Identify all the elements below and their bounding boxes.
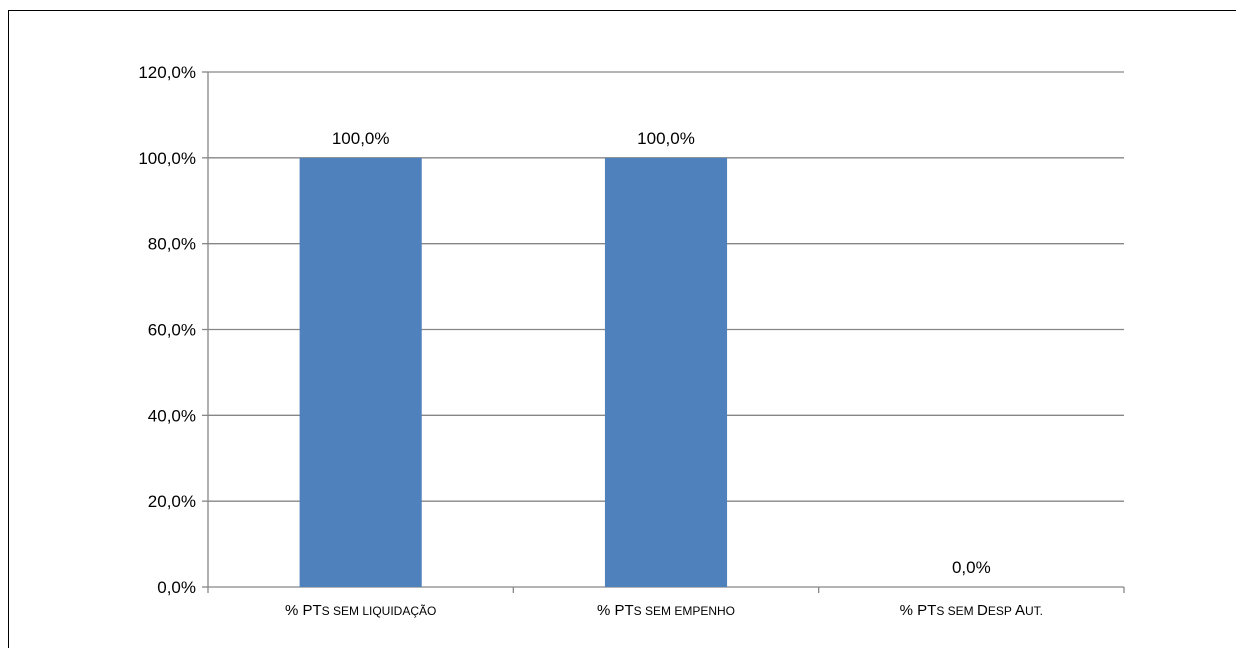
data-label: 100,0% — [637, 129, 695, 148]
data-label: 0,0% — [952, 558, 991, 577]
x-tick-label: % PTS SEM LIQUIDAÇÃO — [285, 602, 436, 619]
y-tick-label: 80,0% — [148, 235, 196, 254]
y-tick-label: 0,0% — [157, 578, 196, 597]
y-tick-label: 60,0% — [148, 321, 196, 340]
bar — [299, 157, 422, 588]
y-tick-label: 120,0% — [138, 63, 196, 82]
x-tick-label: % PTS SEM EMPENHO — [597, 602, 735, 619]
y-tick-label: 100,0% — [138, 149, 196, 168]
y-tick-label: 40,0% — [148, 406, 196, 425]
data-label: 100,0% — [332, 129, 390, 148]
bar — [604, 157, 728, 588]
x-tick-label: % PTS SEM DESP AUT. — [900, 602, 1043, 619]
y-tick-label: 20,0% — [148, 492, 196, 511]
